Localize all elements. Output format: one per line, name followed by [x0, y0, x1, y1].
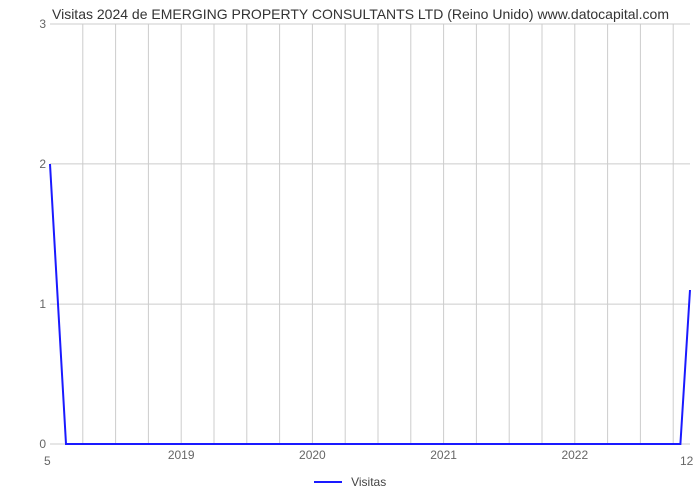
plot-area — [50, 24, 690, 444]
y-tick-label: 0 — [6, 437, 46, 451]
corner-bottom-left: 5 — [44, 454, 51, 468]
plot-svg — [50, 24, 690, 444]
x-tick-label: 2019 — [168, 448, 195, 462]
chart-title: Visitas 2024 de EMERGING PROPERTY CONSUL… — [52, 6, 669, 22]
corner-bottom-right: 12 — [680, 454, 693, 468]
legend: Visitas — [0, 474, 700, 489]
chart-container: Visitas 2024 de EMERGING PROPERTY CONSUL… — [0, 0, 700, 500]
x-tick-label: 2020 — [299, 448, 326, 462]
legend-swatch — [314, 481, 342, 483]
x-tick-label: 2022 — [561, 448, 588, 462]
y-tick-label: 2 — [6, 157, 46, 171]
y-tick-label: 1 — [6, 297, 46, 311]
legend-label: Visitas — [351, 475, 386, 489]
y-tick-label: 3 — [6, 17, 46, 31]
x-tick-label: 2021 — [430, 448, 457, 462]
